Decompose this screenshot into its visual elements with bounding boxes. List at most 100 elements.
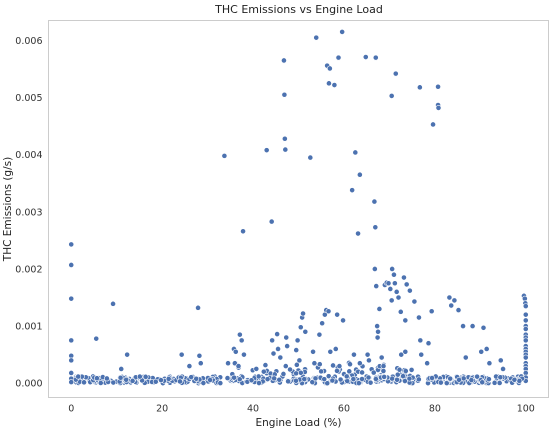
data-point (371, 266, 378, 272)
data-point (152, 378, 159, 385)
data-point (271, 375, 278, 382)
data-point (437, 379, 444, 386)
data-point (275, 346, 281, 352)
data-point (516, 378, 523, 384)
data-point (195, 304, 201, 311)
data-point (264, 376, 271, 383)
data-point (469, 323, 476, 329)
data-point (321, 376, 328, 383)
x-tick-label: 60 (338, 404, 350, 415)
data-point (332, 346, 339, 352)
data-point (269, 337, 276, 344)
data-point (395, 294, 402, 301)
data-point (394, 371, 401, 378)
data-point (310, 348, 316, 355)
data-point (94, 375, 100, 382)
data-point (81, 379, 87, 386)
chart-title: THC Emissions vs Engine Load (214, 3, 383, 16)
data-point (297, 324, 304, 331)
data-point (236, 331, 243, 338)
data-point (277, 354, 284, 361)
data-point (136, 373, 143, 380)
data-point (200, 380, 207, 386)
data-point (313, 34, 320, 41)
data-point (241, 351, 247, 358)
data-point (416, 314, 422, 321)
data-point (301, 376, 308, 383)
data-point (400, 373, 406, 380)
data-point (486, 360, 493, 367)
data-point (356, 360, 363, 367)
data-point (366, 357, 372, 364)
data-point (352, 149, 359, 156)
data-point (403, 281, 410, 288)
data-point (280, 371, 287, 377)
data-point (406, 375, 413, 382)
data-point (362, 54, 369, 60)
data-point (334, 311, 341, 318)
data-point (428, 308, 435, 315)
data-point (231, 374, 237, 381)
data-point (297, 369, 304, 376)
data-point (446, 294, 453, 301)
data-point (522, 326, 529, 332)
data-point (293, 370, 300, 377)
x-tick-label: 80 (429, 404, 441, 415)
data-point (411, 298, 418, 305)
data-point (318, 368, 325, 375)
data-point (486, 376, 492, 383)
data-point (500, 366, 506, 372)
data-point (270, 350, 277, 357)
data-point (256, 380, 262, 386)
data-point (118, 366, 125, 372)
data-point (435, 105, 442, 111)
data-point (398, 351, 405, 358)
data-point (455, 307, 462, 313)
data-point (248, 377, 255, 384)
data-point (276, 376, 283, 383)
data-point (378, 354, 385, 361)
data-point (416, 84, 423, 91)
data-point (456, 376, 462, 383)
y-axis: 0.000 0.001 0.002 0.003 0.004 0.005 0.006 (15, 36, 42, 390)
data-point (68, 370, 75, 376)
data-point (110, 300, 116, 307)
data-point (522, 337, 529, 344)
data-point (522, 311, 529, 318)
data-point (381, 373, 388, 380)
data-point (293, 347, 300, 353)
data-point (349, 187, 356, 194)
data-point (372, 224, 379, 231)
y-tick-label: 0.000 (15, 379, 42, 390)
data-point (193, 375, 200, 382)
data-point (142, 373, 149, 380)
data-point (391, 271, 397, 278)
data-point (356, 171, 363, 178)
data-point (283, 334, 290, 341)
data-point (496, 380, 503, 386)
y-axis-label: THC Emissions (g/s) (2, 157, 14, 262)
data-point (468, 377, 475, 383)
data-point (103, 375, 110, 382)
data-point (165, 375, 172, 382)
data-point (311, 360, 318, 367)
data-point (460, 323, 466, 329)
data-point (123, 376, 130, 383)
data-point (110, 379, 117, 386)
data-point (372, 376, 379, 382)
data-point (388, 297, 395, 304)
y-tick-label: 0.001 (15, 322, 42, 333)
data-point (307, 154, 314, 161)
data-point (511, 376, 518, 383)
data-point (312, 375, 319, 382)
data-point (335, 54, 342, 61)
x-tick-label: 20 (156, 404, 168, 415)
data-point (389, 375, 395, 382)
y-tick-label: 0.005 (15, 93, 42, 104)
data-point (418, 351, 425, 358)
data-point (346, 368, 353, 375)
data-point (435, 83, 441, 90)
data-point (207, 377, 213, 383)
data-point (196, 352, 203, 359)
data-point (391, 280, 398, 287)
